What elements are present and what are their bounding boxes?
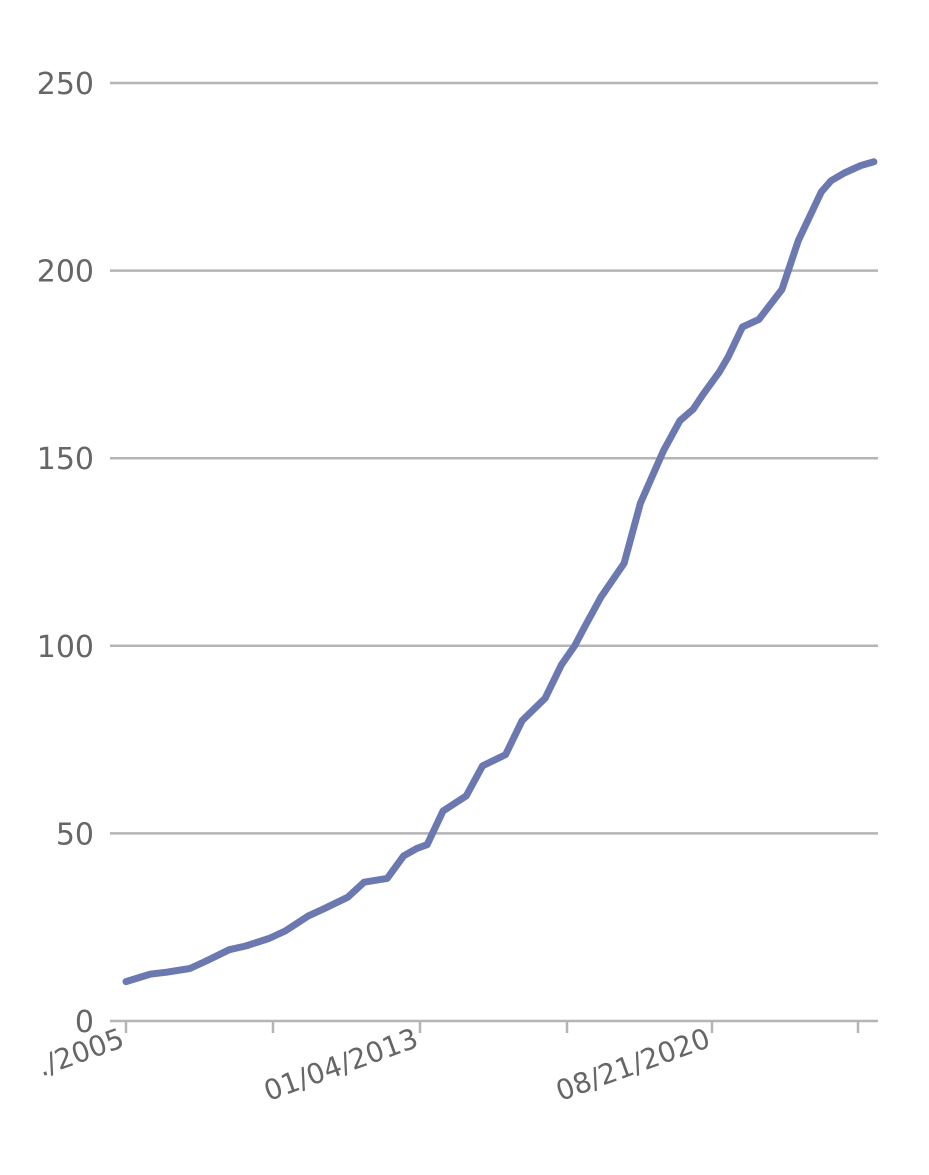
x-tick-label-1: 01/04/2013 [259,1022,422,1108]
series-point [778,286,785,293]
series-point [147,971,154,978]
series-point [828,177,835,184]
series-point [660,447,667,454]
y-tick-label-200: 200 [37,255,94,290]
series-point [699,391,706,398]
series-point [818,188,825,195]
series-point [463,792,470,799]
series-point [163,969,170,976]
series-point [344,894,351,901]
series-point [542,695,549,702]
series-point [795,237,802,244]
series-line-0 [122,158,878,986]
series-point [518,717,525,724]
series-point [621,560,628,567]
x-axis [110,1019,878,1033]
grid-lines [110,81,878,835]
y-tick-label-50: 50 [56,817,94,852]
series-point [870,158,877,165]
series-point [123,978,129,985]
series-point [400,852,407,859]
y-axis-labels: 0 50 100 150 200 250 [37,67,94,1040]
series-point [841,170,848,177]
series-point [637,500,644,507]
series-point [581,624,588,631]
y-tick-label-150: 150 [37,442,94,477]
x-axis-labels: ./2005 01/04/2013 08/21/2020 [33,1022,714,1108]
series-point [502,751,509,758]
series-point [571,642,578,649]
series-point [755,316,762,323]
x-tick-label-2: 08/21/2020 [551,1022,714,1108]
series-point [597,594,604,601]
series-point [282,927,289,934]
series-point [424,841,431,848]
series-point [203,957,210,964]
series-point [226,946,233,953]
series-point [384,875,391,882]
y-tick-label-0: 0 [75,1005,94,1040]
series-point [321,905,328,912]
series-point [558,661,565,668]
series-point [479,762,486,769]
series-point [265,935,272,942]
series-point [857,162,864,169]
series-point [725,353,732,360]
series-point [361,879,368,886]
series-point [413,845,420,852]
y-tick-label-100: 100 [37,630,94,665]
series-point [440,807,447,814]
series-point [305,912,312,919]
series-point [716,368,723,375]
series-group [122,158,878,986]
series-point [690,406,697,413]
y-tick-label-250: 250 [37,67,94,102]
series-point [242,942,249,949]
series-point [186,965,193,972]
series-point [739,323,746,330]
series-point [676,417,683,424]
